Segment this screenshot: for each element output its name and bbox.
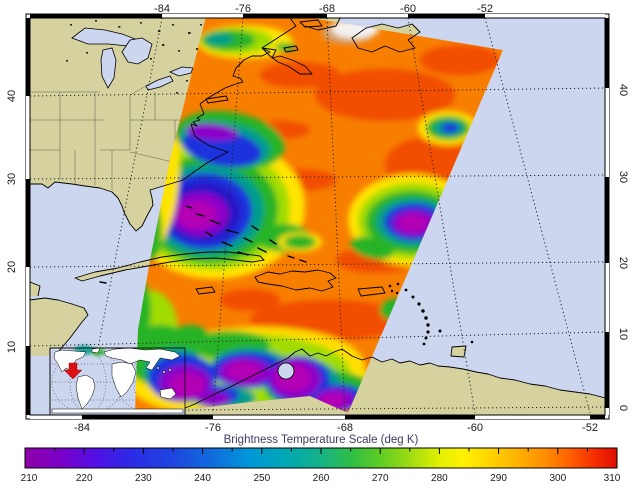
bottom-axis-label: -60: [467, 422, 483, 434]
top-axis-label: -68: [319, 3, 335, 15]
inset-africa: [111, 361, 137, 398]
coastlines: [30, 18, 605, 409]
colorbar: Brightness Temperature Scale (deg K) 210…: [21, 434, 621, 484]
bottom-axis-label: -68: [337, 422, 353, 434]
graticule: [30, 18, 605, 414]
colorbar-tickmarks: [54, 448, 588, 454]
lesser-antilles-islands: [388, 282, 474, 346]
right-axis-label: 0: [617, 405, 629, 411]
top-axis-label: -60: [400, 3, 416, 15]
colorbar-tick: 310: [604, 473, 621, 484]
right-axis-label: 30: [617, 171, 629, 183]
colorbar-tick: 250: [253, 473, 270, 484]
colorbar-tick: 280: [431, 473, 448, 484]
top-axis-label: -76: [235, 3, 251, 15]
colorbar-tick: 230: [135, 473, 152, 484]
colorbar-tick: 220: [76, 473, 93, 484]
inset-location-arrow: [63, 362, 83, 380]
inset-south-america: [75, 374, 96, 410]
bahamas-islands: [99, 205, 307, 284]
bottom-axis-label: -84: [74, 422, 90, 434]
colorbar-tick: 260: [313, 473, 330, 484]
left-axis-label: 20: [6, 261, 18, 273]
land-central-america: [30, 298, 88, 356]
colorbar-tick-labels: 210 220 230 240 250 260 270 280 290 300 …: [21, 473, 621, 484]
left-axis-label: 10: [6, 341, 18, 353]
inset-world-map: [49, 347, 186, 415]
colorbar-tick: 210: [21, 473, 38, 484]
top-axis-label: -84: [154, 3, 170, 15]
right-axis-label: 10: [617, 328, 629, 340]
bottom-axis-label: -52: [582, 422, 598, 434]
inset-antarctica: [51, 408, 184, 414]
top-axis-label: -52: [477, 3, 493, 15]
colorbar-tick: 290: [490, 473, 507, 484]
cold-patch-northeast: [197, 19, 379, 59]
colorbar-title: Brightness Temperature Scale (deg K): [224, 434, 419, 446]
inset-eurasia: [103, 347, 181, 371]
right-axis-label: 40: [617, 84, 629, 96]
lake-maracaibo: [277, 362, 295, 380]
right-axis-label: 20: [617, 257, 629, 269]
left-axis-label: 40: [6, 90, 18, 102]
left-axis-label: 30: [6, 173, 18, 185]
cold-blob-right-edge: [418, 111, 478, 145]
colorbar-tick: 270: [372, 473, 389, 484]
axis-labels: -84 -76 -68 -60 -52 -84 -76 -68 -60 -52 …: [6, 3, 629, 434]
colorbar-tick: 240: [194, 473, 211, 484]
bottom-axis-label: -76: [205, 422, 221, 434]
colorbar-tick: 300: [549, 473, 566, 484]
map-frame: [25, 13, 610, 420]
inset-australia: [159, 387, 177, 400]
